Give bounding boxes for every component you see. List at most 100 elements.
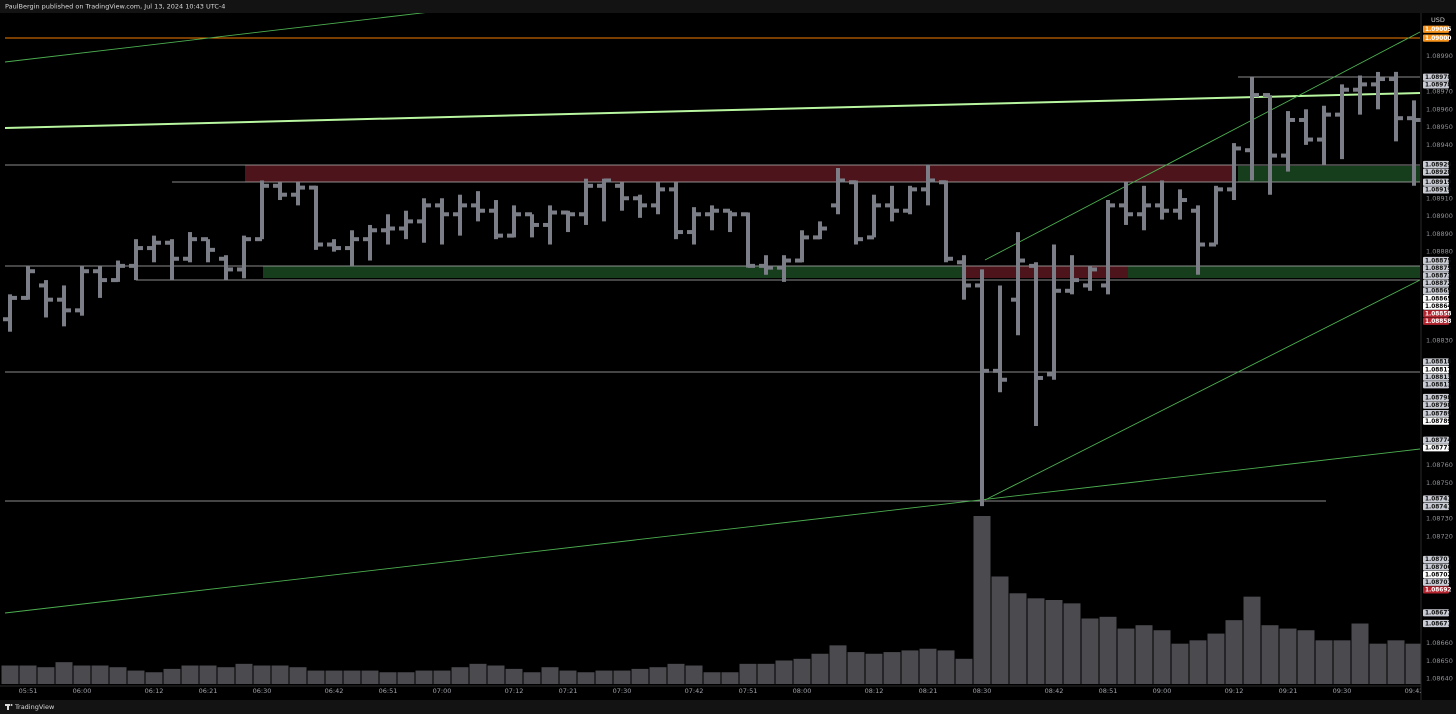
- price-label-bg: [1423, 294, 1449, 303]
- price-label: 1.08872: [1425, 281, 1451, 287]
- price-label-bg: [1423, 381, 1449, 389]
- y-tick-label: 1.08900: [1426, 212, 1453, 220]
- volume-bar: [1333, 640, 1351, 684]
- volume-bar: [973, 516, 991, 684]
- x-tick-label: 06:42: [325, 687, 344, 695]
- price-label: 1.08978: [1425, 75, 1451, 81]
- price-label-bg: [1423, 256, 1449, 265]
- y-tick-label: 1.08830: [1426, 337, 1453, 345]
- price-label: 1.08741: [1425, 504, 1451, 510]
- x-tick-label: 09:12: [1225, 687, 1244, 695]
- price-label: 1.08817: [1425, 367, 1451, 373]
- y-tick-label: 1.08990: [1426, 52, 1453, 60]
- volume-bar: [181, 665, 199, 684]
- supply-zone: [965, 266, 1128, 278]
- price-label: 1.08813: [1425, 375, 1451, 381]
- volume-bar: [235, 663, 253, 684]
- volume-bar: [1405, 643, 1421, 684]
- volume-bar: [199, 665, 217, 684]
- volume-bar: [1153, 630, 1171, 684]
- volume-bar: [1189, 640, 1207, 684]
- x-tick-label: 09:21: [1279, 687, 1298, 695]
- volume-bar: [487, 665, 505, 684]
- price-label: 1.08692: [1425, 588, 1451, 594]
- volume-bar: [379, 672, 397, 684]
- x-tick-label: 05:51: [19, 687, 38, 695]
- price-axis-bg: [1421, 13, 1456, 700]
- volume-bar: [1171, 643, 1189, 684]
- price-label: 1.08928: [1425, 170, 1451, 176]
- volume-bar: [1099, 616, 1117, 684]
- volume-bar: [325, 670, 343, 684]
- volume-bar: [559, 670, 577, 684]
- price-label-bg: [1423, 609, 1449, 617]
- volume-bar: [361, 670, 379, 684]
- trend-line: [984, 31, 1421, 261]
- price-label: 1.08875: [1425, 266, 1451, 272]
- price-bars: [3, 71, 1421, 507]
- price-label-bg: [1423, 358, 1449, 366]
- price-label: 1.08798: [1425, 403, 1451, 409]
- price-label: 1.08978: [1425, 83, 1451, 89]
- price-label-bg: [1423, 444, 1449, 452]
- volume-bar: [865, 653, 883, 684]
- volume-bar: [1297, 630, 1315, 684]
- volume-bar: [577, 672, 595, 684]
- volume-bar: [505, 668, 523, 684]
- volume-bar: [1117, 628, 1135, 684]
- volume-bar: [757, 663, 775, 684]
- volume-bar: [433, 670, 451, 684]
- price-label-bg: [1423, 417, 1449, 425]
- price-label-bg: [1423, 168, 1449, 176]
- price-label-bg: [1423, 619, 1449, 628]
- volume-bar: [451, 667, 469, 684]
- y-tick-label: 1.08880: [1426, 248, 1453, 256]
- price-label: 1.08706: [1425, 565, 1451, 571]
- price-label: 1.08671: [1425, 621, 1451, 627]
- y-tick-label: 1.08720: [1426, 532, 1453, 540]
- volume-bar: [1081, 618, 1099, 684]
- trend-line: [4, 92, 1421, 129]
- price-label: 1.08875: [1425, 258, 1451, 264]
- price-label: 1.08774: [1425, 438, 1451, 444]
- y-tick-label: 1.08950: [1426, 123, 1453, 131]
- price-axis: USD 1.08990 1.08970 1.08960 1.08950 1.08940 1…: [1420, 13, 1456, 700]
- x-tick-label: 07:30: [613, 687, 632, 695]
- price-label: 1.08677: [1425, 611, 1451, 617]
- price-label-bg: [1423, 495, 1449, 503]
- volume-bar: [829, 645, 847, 684]
- volume-bar: [1, 665, 19, 684]
- volume-bar: [649, 667, 667, 684]
- volume-bar: [1225, 620, 1243, 684]
- volume-bar: [55, 662, 73, 684]
- volume-bar: [397, 672, 415, 684]
- x-tick-label: 06:30: [253, 687, 272, 695]
- volume-bar: [253, 665, 271, 684]
- volume-bar: [919, 648, 937, 684]
- y-tick-label: 1.08660: [1426, 639, 1453, 647]
- x-tick-label: 07:12: [505, 687, 524, 695]
- volume-bar: [469, 663, 487, 684]
- price-label-bg: [1423, 178, 1449, 186]
- price-label-bg: [1423, 186, 1449, 194]
- volume-bar: [631, 668, 649, 684]
- price-label-bg: [1423, 302, 1449, 310]
- price-label-bg: [1423, 160, 1449, 169]
- price-label-bg: [1423, 272, 1449, 280]
- volume-bar: [595, 670, 613, 684]
- volume-bar: [775, 660, 793, 684]
- volume-bar: [703, 672, 721, 684]
- trend-line: [4, 13, 426, 63]
- y-tick-label: 1.08910: [1426, 194, 1453, 202]
- volume-bar: [901, 650, 919, 684]
- volume-bar: [937, 650, 955, 684]
- volume-bar: [343, 670, 361, 684]
- x-tick-label: 07:51: [739, 687, 758, 695]
- x-tick-label: 08:51: [1099, 687, 1118, 695]
- plot-area: [1, 13, 1421, 684]
- x-tick-label: 07:00: [433, 687, 452, 695]
- price-label-bg: [1423, 586, 1449, 594]
- volume-bar: [73, 665, 91, 684]
- volume-bar: [19, 665, 37, 684]
